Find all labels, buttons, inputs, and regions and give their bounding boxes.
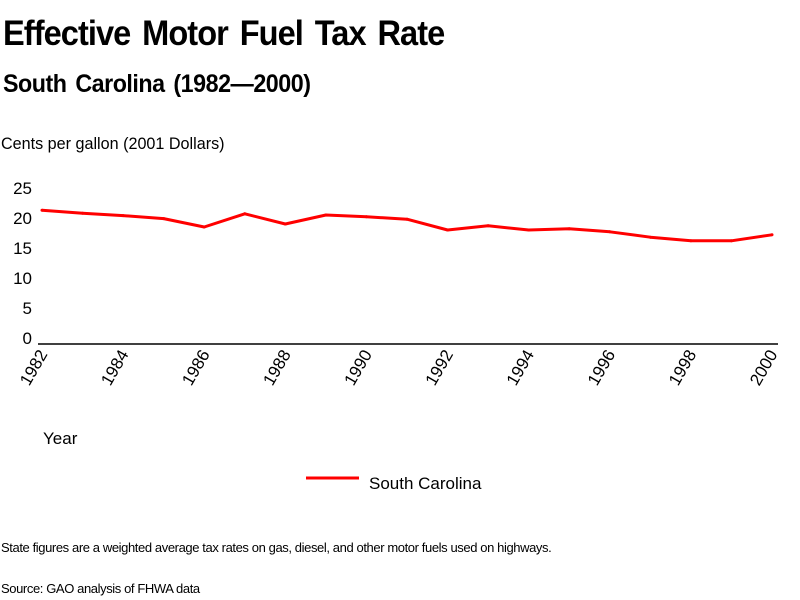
- data-point: [364, 215, 368, 219]
- data-point: [283, 222, 287, 226]
- x-tick-label: 1998: [665, 347, 700, 389]
- data-point: [689, 239, 693, 243]
- x-axis-ticks: 1982 1984 1986 1988 1990 1992 1994 1996 1998 2000: [16, 347, 781, 389]
- chart-title: Effective Motor Fuel Tax Rate: [3, 14, 445, 53]
- data-point: [162, 217, 166, 221]
- legend-label-south-carolina: South Carolina: [369, 474, 482, 493]
- legend: South Carolina: [306, 474, 482, 493]
- y-tick-label: 5: [23, 299, 32, 318]
- y-tick-label: 0: [23, 329, 32, 348]
- data-point: [608, 230, 612, 234]
- x-tick-label: 1988: [259, 347, 294, 389]
- y-axis-label: Cents per gallon (2001 Dollars): [1, 134, 225, 153]
- data-point: [567, 227, 571, 231]
- series-line-south-carolina: [41, 208, 773, 243]
- x-axis-title: Year: [43, 429, 78, 448]
- data-point: [770, 233, 774, 237]
- data-point: [729, 239, 733, 243]
- data-point: [405, 217, 409, 221]
- data-point: [243, 212, 247, 216]
- data-point: [486, 224, 490, 228]
- source-note: Source: GAO analysis of FHWA data: [1, 581, 200, 596]
- x-tick-label: 2000: [746, 347, 781, 389]
- data-point: [121, 214, 125, 218]
- footnote: State figures are a weighted average tax…: [1, 540, 552, 555]
- data-point: [40, 208, 44, 212]
- x-tick-label: 1986: [178, 347, 213, 389]
- data-point: [527, 228, 531, 232]
- x-tick-label: 1990: [341, 347, 376, 389]
- data-point: [81, 211, 85, 215]
- x-tick-label: 1982: [16, 347, 51, 389]
- chart-subtitle: South Carolina (1982—2000): [3, 70, 311, 98]
- data-point: [324, 213, 328, 217]
- series-layer: [40, 208, 774, 243]
- y-tick-label: 15: [13, 239, 32, 258]
- x-tick-label: 1992: [422, 347, 457, 389]
- y-tick-label: 25: [13, 179, 32, 198]
- data-point: [202, 225, 206, 229]
- data-point: [648, 235, 652, 239]
- x-tick-label: 1984: [97, 347, 132, 389]
- y-tick-label: 20: [13, 209, 32, 228]
- y-tick-label: 10: [13, 269, 32, 288]
- x-tick-label: 1996: [584, 347, 619, 389]
- data-point: [446, 228, 450, 232]
- y-axis-ticks: 0 5 10 15 20 25: [13, 179, 32, 348]
- x-tick-label: 1994: [503, 347, 538, 389]
